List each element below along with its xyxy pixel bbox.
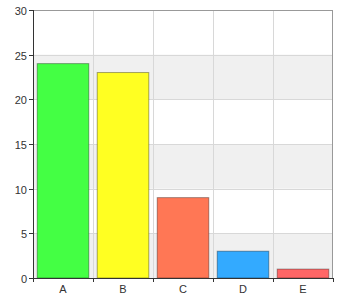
bar [97,73,149,278]
x-tick [273,278,274,282]
x-tick-label: C [179,283,187,295]
bars [37,64,329,278]
x-tick [153,278,154,282]
y-tick-label: 30 [15,5,27,17]
x-tick [93,278,94,282]
y-tick-label: 20 [15,94,27,106]
bar [277,269,329,278]
x-tick-label: B [119,283,126,295]
y-tick [29,233,33,234]
x-tick [33,278,34,282]
bar [157,198,209,278]
y-tick [29,278,33,279]
category-separator [153,10,154,278]
bar [217,251,269,278]
x-tick-label: A [59,283,67,295]
x-axis-line [33,278,333,279]
y-tick-label: 25 [15,50,27,62]
category-separator [213,10,214,278]
y-tick [29,55,33,56]
y-tick-label: 15 [15,139,27,151]
x-tick-label: E [299,283,306,295]
y-tick [29,99,33,100]
plot-background [33,10,333,278]
bar [37,64,89,278]
y-axis-line [33,10,34,278]
x-tick-label: D [239,283,247,295]
category-separator [93,10,94,278]
chart-svg: 0 5 10 15 20 25 30 A B C D E [0,0,350,300]
y-tick [29,189,33,190]
y-tick [29,144,33,145]
category-separator [273,10,274,278]
plot-frame [34,11,333,279]
y-tick-label: 10 [15,184,27,196]
y-tick-label: 5 [21,228,27,240]
x-tick [333,278,334,282]
grid-line [33,55,333,56]
x-tick [213,278,214,282]
grid-line [33,278,333,279]
chart-container: 0 5 10 15 20 25 30 A B C D E [0,0,350,300]
y-tick-label: 0 [21,273,27,285]
y-tick [29,10,33,11]
